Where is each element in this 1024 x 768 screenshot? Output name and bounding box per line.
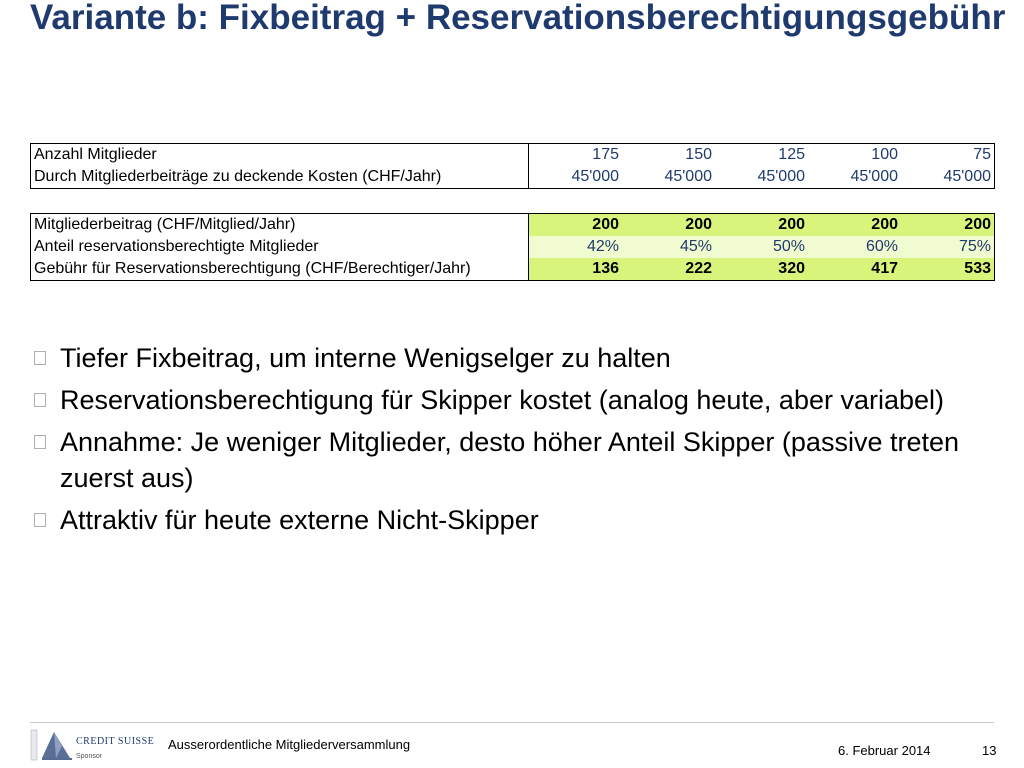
- bullet-item: Tiefer Fixbeitrag, um interne Wenigselge…: [34, 340, 984, 376]
- footer-date: 6. Februar 2014: [838, 743, 931, 758]
- table-cell: 200: [715, 213, 808, 236]
- table-cell: 200: [901, 213, 995, 236]
- row-label: Anzahl Mitglieder: [30, 143, 529, 166]
- table-cell: 200: [528, 213, 622, 236]
- logo-subtext: Sponsor: [76, 753, 103, 760]
- table-cell: 136: [528, 258, 622, 281]
- table-cell: 200: [622, 213, 715, 236]
- row-label: Gebühr für Reservationsberechtigung (CHF…: [30, 258, 529, 281]
- footer-text: Ausserordentliche Mitgliederversammlung: [168, 737, 411, 752]
- table-cell: 45'000: [528, 166, 622, 189]
- table-cell: 200: [808, 213, 901, 236]
- bullet-icon: [34, 513, 46, 527]
- table-cell: 100: [808, 143, 901, 166]
- table-cell: 45'000: [622, 166, 715, 189]
- table-row: Gebühr für Reservationsberechtigung (CHF…: [30, 258, 995, 281]
- bullet-list: Tiefer Fixbeitrag, um interne Wenigselge…: [34, 340, 984, 544]
- bullet-icon: [34, 435, 46, 449]
- logo-text: CREDIT SUISSE: [76, 736, 154, 747]
- table-cell: 222: [622, 258, 715, 281]
- bullet-item: Attraktiv für heute externe Nicht-Skippe…: [34, 502, 984, 538]
- row-label: Mitgliederbeitrag (CHF/Mitglied/Jahr): [30, 213, 529, 236]
- bullet-item: Reservationsberechtigung für Skipper kos…: [34, 382, 984, 418]
- table-row: Mitgliederbeitrag (CHF/Mitglied/Jahr) 20…: [30, 213, 995, 236]
- bullet-text: Annahme: Je weniger Mitglieder, desto hö…: [60, 427, 960, 493]
- table-row: Durch Mitgliederbeiträge zu deckende Kos…: [30, 166, 995, 189]
- table-cell: 42%: [528, 236, 622, 258]
- bullet-text: Attraktiv für heute externe Nicht-Skippe…: [60, 505, 539, 535]
- table-cell: 45'000: [901, 166, 995, 189]
- table-cell: 75%: [901, 236, 995, 258]
- table-cell: 125: [715, 143, 808, 166]
- table-cell: 50%: [715, 236, 808, 258]
- table-row: Anzahl Mitglieder 175 150 125 100 75: [30, 143, 995, 166]
- bullet-text: Tiefer Fixbeitrag, um interne Wenigselge…: [60, 343, 671, 373]
- bullet-text: Reservationsberechtigung für Skipper kos…: [60, 385, 945, 415]
- page-number: 13: [982, 743, 997, 758]
- fee-table: Mitgliederbeitrag (CHF/Mitglied/Jahr) 20…: [30, 213, 995, 281]
- bullet-icon: [34, 393, 46, 407]
- table-row: Anteil reservationsberechtigte Mitgliede…: [30, 236, 995, 258]
- table-cell: 45'000: [808, 166, 901, 189]
- row-label: Durch Mitgliederbeiträge zu deckende Kos…: [30, 166, 529, 189]
- bullet-item: Annahme: Je weniger Mitglieder, desto hö…: [34, 424, 984, 496]
- table-cell: 417: [808, 258, 901, 281]
- table-cell: 150: [622, 143, 715, 166]
- table-cell: 45%: [622, 236, 715, 258]
- footer-divider: [30, 722, 994, 723]
- bullet-icon: [34, 351, 46, 365]
- table-cell: 75: [901, 143, 995, 166]
- table-cell: 175: [528, 143, 622, 166]
- credit-suisse-logo: CREDIT SUISSE Sponsor: [30, 729, 154, 761]
- slide-title: Variante b: Fixbeitrag + Reservationsber…: [30, 0, 1006, 37]
- table-cell: 533: [901, 258, 995, 281]
- cost-table: Anzahl Mitglieder 175 150 125 100 75 Dur…: [30, 143, 995, 189]
- table-cell: 45'000: [715, 166, 808, 189]
- table-cell: 60%: [808, 236, 901, 258]
- row-label: Anteil reservationsberechtigte Mitgliede…: [30, 236, 529, 258]
- table-cell: 320: [715, 258, 808, 281]
